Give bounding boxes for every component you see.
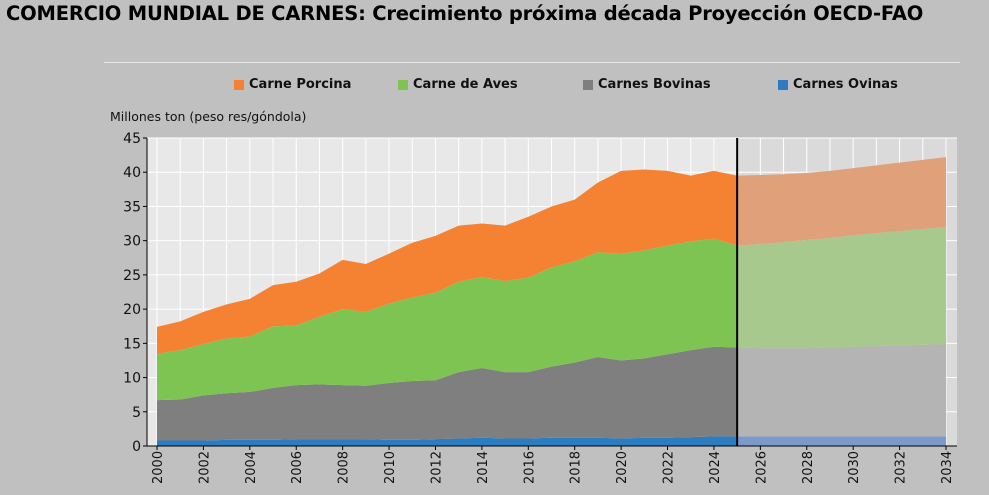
legend-label-carne-de-aves: Carne de Aves (413, 77, 518, 92)
chart-title: COMERCIO MUNDIAL DE CARNES: Crecimiento … (6, 2, 924, 25)
y-tick-label: 40 (123, 165, 141, 181)
area-carnes-ovinas-projection (737, 436, 946, 446)
x-tick-label: 2028 (801, 451, 816, 484)
y-tick-label: 45 (123, 131, 141, 147)
area-carne-de-aves-projection (737, 226, 946, 349)
legend-item-carne-de-aves: Carne de Aves (398, 77, 518, 92)
x-tick-label: 2010 (383, 451, 398, 484)
y-tick-label: 5 (132, 405, 141, 421)
area-carnes-bovinas-historical (157, 346, 738, 441)
legend: Carne Porcina Carne de Aves Carnes Bovin… (0, 77, 989, 97)
legend-swatch-carne-de-aves (398, 79, 408, 90)
y-tick-label: 30 (123, 234, 141, 250)
x-tick-label: 2006 (290, 451, 305, 484)
x-tick-label: 2034 (940, 451, 955, 484)
legend-swatch-carne-porcina (234, 79, 244, 90)
x-tick-label: 2030 (847, 451, 862, 484)
y-tick-label: 10 (123, 371, 141, 387)
x-tick-label: 2018 (569, 451, 584, 484)
legend-swatch-carnes-ovinas (778, 79, 788, 90)
x-tick-label: 2000 (151, 451, 166, 484)
x-tick-label: 2032 (894, 451, 909, 484)
legend-item-carnes-ovinas: Carnes Ovinas (778, 77, 898, 92)
x-tick-label: 2020 (615, 451, 630, 484)
x-tick-label: 2016 (522, 451, 537, 484)
y-axis-label: Millones ton (peso res/góndola) (110, 109, 307, 124)
legend-item-carne-porcina: Carne Porcina (234, 77, 351, 92)
x-tick-label: 2004 (244, 451, 259, 484)
y-tick-label: 25 (123, 268, 141, 284)
legend-label-carne-porcina: Carne Porcina (249, 77, 352, 92)
x-tick-label: 2014 (476, 451, 491, 484)
legend-swatch-carnes-bovinas (583, 79, 593, 90)
legend-item-carnes-bovinas: Carnes Bovinas (583, 77, 711, 92)
area-carnes-bovinas-projection (737, 344, 946, 437)
y-tick-label: 20 (123, 302, 141, 318)
area-carne-porcina-historical (157, 169, 738, 354)
x-tick-label: 2026 (754, 451, 769, 484)
x-tick-label: 2008 (337, 451, 352, 484)
y-tick-label: 15 (123, 336, 141, 352)
title-divider (104, 62, 960, 63)
area-carne-porcina-projection (737, 157, 946, 246)
area-carnes-ovinas-historical (157, 436, 738, 446)
x-tick-label: 2024 (708, 451, 723, 484)
x-tick-label: 2002 (197, 451, 212, 484)
x-tick-label: 2022 (662, 451, 677, 484)
legend-label-carnes-ovinas: Carnes Ovinas (793, 77, 898, 92)
legend-label-carnes-bovinas: Carnes Bovinas (598, 77, 711, 92)
y-tick-label: 35 (123, 199, 141, 215)
x-tick-label: 2012 (429, 451, 444, 484)
area-carne-de-aves-historical (157, 238, 738, 401)
y-tick-label: 0 (132, 439, 141, 455)
